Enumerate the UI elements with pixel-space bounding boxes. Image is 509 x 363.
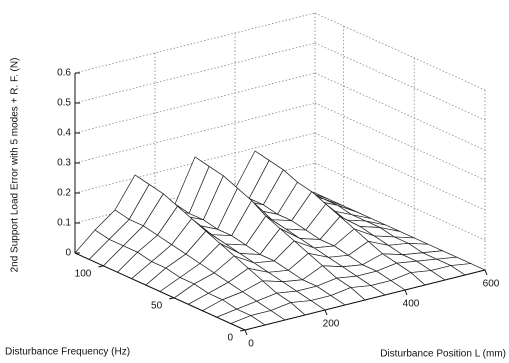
z-tick-label: 0.6: [57, 68, 71, 79]
y-tick: [169, 297, 175, 300]
y-axis-label: Disturbance Frequency (Hz): [5, 347, 130, 358]
grid-line: [314, 72, 486, 151]
x-tick: [244, 329, 248, 336]
y-tick-label: 100: [75, 268, 92, 279]
z-tick-label: 0.4: [57, 128, 71, 139]
grid-line: [74, 42, 316, 104]
z-tick-label: 0.1: [57, 218, 71, 229]
grid-line: [74, 102, 316, 164]
z-tick-label: 0: [65, 248, 71, 259]
grid-line: [314, 132, 486, 211]
y-tick-label: 0: [227, 333, 233, 344]
x-axis: [244, 269, 486, 331]
x-tick-label: 0: [248, 339, 254, 350]
grid-line: [74, 72, 316, 134]
z-tick-label: 0.5: [57, 98, 71, 109]
z-tick-label: 0.2: [57, 188, 71, 199]
y-tick-label: 50: [151, 301, 163, 312]
x-tick-label: 400: [403, 299, 420, 310]
x-tick-label: 600: [483, 279, 500, 290]
grid-line: [74, 12, 316, 74]
z-tick-label: 0.3: [57, 158, 71, 169]
grid-line: [314, 102, 486, 181]
z-axis-label: 2nd Support Load Error with 5 modes + R.…: [10, 58, 21, 273]
x-tick: [484, 269, 488, 276]
x-tick-label: 200: [323, 319, 340, 330]
grid-line: [314, 42, 486, 121]
y-tick: [239, 329, 246, 332]
x-axis-label: Disturbance Position L (mm): [380, 349, 506, 360]
grid-line: [314, 12, 486, 91]
x-tick: [404, 289, 408, 296]
x-tick: [324, 309, 328, 316]
y-tick: [98, 265, 104, 268]
